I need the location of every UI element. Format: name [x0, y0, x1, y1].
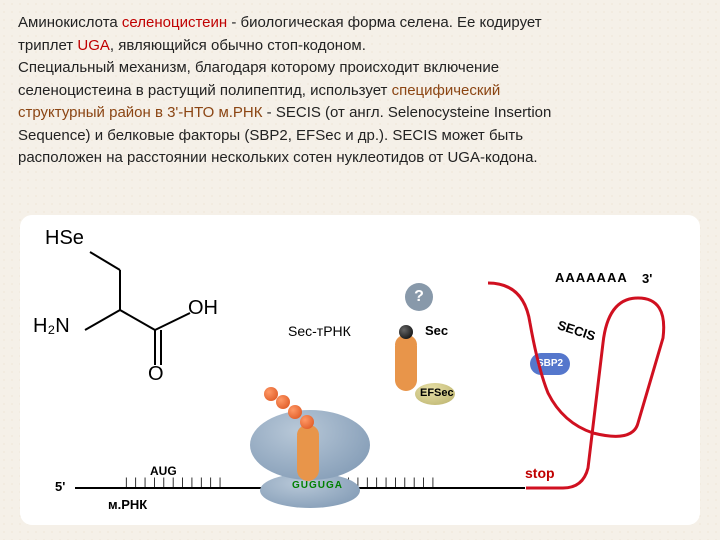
- label-mrna: м.РНК: [108, 497, 147, 512]
- uga-codon: GUGUGA: [292, 480, 343, 491]
- aa-ball-4: [264, 387, 278, 401]
- secis-loop: [468, 263, 678, 493]
- text-specific: специфический: [392, 82, 501, 99]
- aa-ball-2: [288, 405, 302, 419]
- diagram-container: HSe H₂N OH O | | | | | | | | | | | | | |…: [20, 215, 700, 525]
- text-line-2a: триплет: [18, 37, 77, 54]
- text-structural: структурный район в 3'-НТО м.РНК: [18, 104, 263, 121]
- text-line-5b: - SECIS (от англ. Selenocysteine Inserti…: [263, 104, 552, 121]
- molecule-o: O: [148, 363, 164, 386]
- label-sec: Sec: [425, 323, 448, 338]
- text-uga: UGA: [77, 37, 110, 54]
- aa-ball-3: [276, 395, 290, 409]
- molecule-hse: HSe: [45, 227, 84, 250]
- label-5prime: 5': [55, 479, 65, 494]
- label-sectrna: Sec-тРНК: [288, 323, 351, 339]
- text-line-1c: - биологическая форма селена. Ее кодируе…: [227, 14, 541, 31]
- label-aug: AUG: [150, 464, 177, 478]
- molecule-oh: OH: [188, 297, 218, 320]
- question-icon: ?: [405, 283, 433, 311]
- paragraph: Аминокислота селеноцистеин - биологическ…: [18, 12, 702, 170]
- text-line-3: Специальный механизм, благодаря которому…: [18, 59, 499, 76]
- molecule-h2n: H₂N: [33, 315, 70, 338]
- text-selenocysteine: селеноцистеин: [122, 14, 227, 31]
- label-polya: AAAAAAA: [555, 270, 628, 285]
- label-stop: stop: [525, 465, 555, 481]
- aa-ball-1: [300, 415, 314, 429]
- text-line-6: Sequence) и белковые факторы (SBP2, EFSe…: [18, 127, 523, 144]
- label-3prime: 3': [642, 271, 652, 286]
- text-line-7: расположен на расстоянии нескольких соте…: [18, 149, 538, 166]
- trna-ribosome: [297, 433, 319, 481]
- label-efsec: EFSec: [420, 387, 454, 399]
- sec-trna: [395, 343, 417, 391]
- text-line-2c: , являющийся обычно стоп-кодоном.: [110, 37, 366, 54]
- text-line-4a: селеноцистеина в растущий полипептид, ис…: [18, 82, 392, 99]
- sec-aa: [399, 325, 413, 339]
- text-line-1a: Аминокислота: [18, 14, 122, 31]
